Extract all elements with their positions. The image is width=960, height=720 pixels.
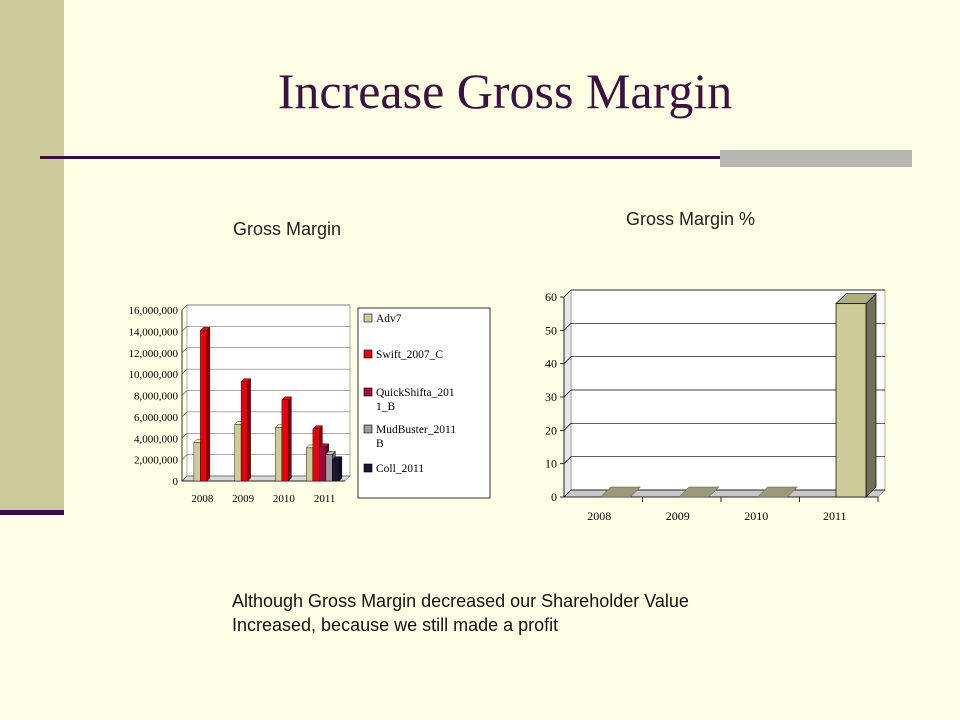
x-tick-label: 2009 (666, 509, 690, 523)
gridline-slant (563, 323, 572, 331)
gross-margin-chart: 0 2,000,000 4,000,000 6,000,000 8,000,000 10,… (129, 304, 491, 505)
y-tick-label: 0 (551, 490, 557, 504)
legend-label: 1_B (376, 401, 396, 413)
gridline-slant (181, 475, 188, 482)
y-tick-label: 2,000,000 (134, 455, 179, 467)
bar (240, 381, 248, 482)
bar (332, 459, 340, 482)
legend-label: MudBuster_2011 (376, 424, 456, 436)
y-tick-label: 20 (545, 423, 557, 437)
x-tick-label: 2010 (744, 509, 768, 523)
bar-side (206, 326, 211, 482)
bar (200, 330, 208, 482)
gridline-slant (181, 326, 188, 332)
gridline-slant (181, 390, 188, 396)
legend-swatch (363, 424, 373, 434)
title-rule-accent (720, 150, 912, 167)
x-tick-label: 2011 (823, 509, 847, 523)
legend-label: QuickShifta_201 (376, 387, 455, 399)
gridline-slant (181, 454, 188, 460)
bar (312, 428, 320, 482)
x-tick-label: 2011 (314, 493, 336, 505)
gridline-slant (563, 389, 572, 398)
y-tick-label: 0 (173, 476, 179, 488)
slide-title: Increase Gross Margin (277, 63, 733, 119)
bar (325, 454, 333, 482)
y-tick-label: 14,000,000 (129, 326, 179, 338)
gridline-slant (181, 304, 188, 311)
gridline-slant (563, 456, 572, 464)
title-rule (40, 156, 912, 159)
legend-swatch (363, 313, 373, 323)
bar (319, 446, 327, 482)
bar-side (865, 292, 877, 498)
left-accent-band-foot (0, 510, 64, 515)
gridline-slant (181, 433, 188, 439)
bar (234, 424, 242, 482)
y-tick-label: 6,000,000 (134, 412, 179, 424)
slide-note-line-2: Increased, because we still made a profi… (232, 615, 559, 635)
legend-swatch (363, 349, 373, 359)
legend-label: Adv7 (376, 313, 402, 325)
legend-label: Swift_2007_C (376, 349, 443, 361)
gross-margin-percent-chart-title: Gross Margin % (626, 209, 756, 229)
gross-margin-percent-chart: 0 10 20 30 40 50 60 2008 2009 2010 2011 (545, 289, 886, 523)
y-tick-label: 50 (545, 323, 557, 337)
legend-box (357, 307, 491, 499)
bar (599, 486, 642, 498)
gridline-slant (563, 423, 572, 431)
slide-note-line-1: Although Gross Margin decreased our Shar… (232, 591, 689, 611)
legend-swatch (363, 463, 373, 473)
legend-label: Coll_2011 (376, 463, 424, 475)
bar (756, 486, 799, 498)
bar-side (288, 396, 292, 482)
legend-label: B (376, 438, 384, 450)
bar-side (338, 456, 343, 482)
y-tick-label: 40 (545, 357, 557, 371)
x-tick-label: 2010 (273, 493, 296, 505)
y-tick-label: 16,000,000 (129, 305, 179, 317)
gridline-slant (181, 411, 188, 418)
x-tick-label: 2008 (191, 493, 214, 505)
gridline-slant (563, 289, 572, 298)
bar-side (247, 378, 251, 482)
bar (281, 399, 289, 482)
y-tick-label: 4,000,000 (134, 433, 179, 445)
gridline-slant (181, 347, 188, 353)
gross-margin-chart-title: Gross Margin (233, 219, 342, 239)
bar (306, 447, 314, 482)
left-accent-band (0, 0, 64, 510)
gridline-slant (563, 356, 572, 364)
bar (193, 442, 201, 482)
y-tick-label: 10 (545, 457, 557, 471)
legend-swatch (363, 387, 373, 397)
y-tick-label: 60 (545, 290, 557, 304)
x-tick-label: 2009 (232, 493, 255, 505)
y-tick-label: 10,000,000 (129, 369, 179, 381)
y-tick-label: 8,000,000 (134, 391, 179, 403)
x-tick-label: 2008 (587, 509, 611, 523)
gridline-slant (563, 489, 572, 498)
bar (835, 303, 867, 498)
gridline-slant (181, 368, 188, 375)
bar (275, 427, 283, 482)
bar (678, 486, 720, 498)
slide-note: Although Gross Margin decreased our Shar… (232, 589, 932, 637)
y-tick-label: 30 (545, 390, 557, 404)
y-tick-label: 12,000,000 (129, 348, 179, 360)
